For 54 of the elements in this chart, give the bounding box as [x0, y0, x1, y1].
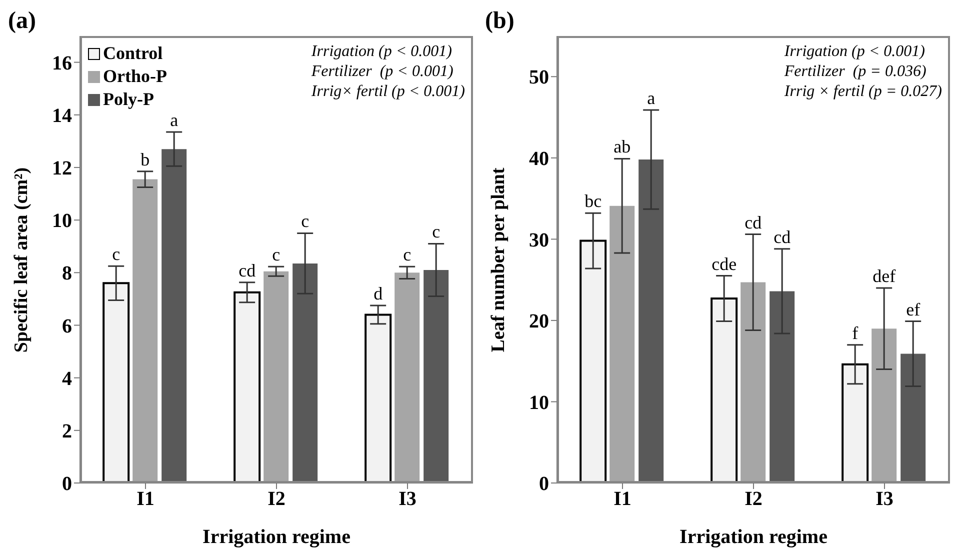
y-axis-title: Specific leaf area (cm²) — [11, 166, 33, 352]
x-tick-label: I1 — [614, 488, 632, 510]
x-tick-label: I2 — [744, 488, 762, 510]
y-tick-label: 8 — [62, 262, 72, 285]
annotation: Irrigation (p < 0.001) — [784, 42, 926, 62]
annotation: Fertilizer (p = 0.036) — [784, 62, 928, 82]
data-label: c — [272, 244, 280, 265]
x-tick-label: I1 — [136, 488, 154, 510]
y-tick-label: 10 — [52, 210, 72, 232]
y-tick-label: 12 — [52, 158, 72, 180]
y-axis-title: Leaf number per plant — [488, 167, 510, 352]
x-tick-label: I3 — [876, 488, 894, 510]
x-tick-label: I2 — [268, 488, 286, 510]
y-tick-label: 0 — [539, 473, 549, 496]
data-label: ef — [906, 299, 920, 320]
annotation: Fertilizer (p < 0.001) — [311, 62, 454, 82]
y-tick-label: 20 — [529, 310, 549, 333]
data-label: cd — [238, 260, 256, 280]
data-label: a — [170, 110, 178, 130]
data-label: c — [403, 244, 412, 265]
chart-title: (b) — [485, 8, 514, 35]
y-tick-label: 10 — [529, 392, 549, 414]
data-label: bc — [584, 191, 602, 212]
y-tick-label: 14 — [52, 104, 72, 127]
y-tick-label: 6 — [62, 315, 72, 338]
annotation: Irrig× fertil (p < 0.001) — [311, 82, 465, 102]
data-label: d — [374, 284, 383, 304]
data-label: c — [112, 244, 120, 264]
legend-label: Control — [103, 42, 163, 65]
data-label: def — [872, 266, 896, 286]
annotation: Irrig × fertil (p = 0.027) — [784, 82, 942, 102]
data-label: cde — [712, 254, 737, 274]
y-tick-label: 50 — [529, 66, 549, 89]
data-label: a — [647, 88, 656, 108]
data-label: cd — [774, 226, 791, 247]
y-tick-label: 2 — [62, 420, 72, 443]
data-label: cd — [744, 212, 762, 232]
data-label: c — [432, 222, 440, 242]
legend-label: Poly-P — [103, 88, 154, 111]
x-axis-title: Irrigation regime — [680, 526, 828, 548]
y-tick-label: 16 — [52, 52, 72, 74]
y-tick-label: 40 — [529, 148, 549, 170]
y-tick-label: 0 — [62, 473, 72, 496]
data-label: f — [852, 322, 858, 343]
legend-label: Ortho-P — [103, 65, 167, 88]
y-tick-label: 30 — [529, 229, 549, 252]
annotation: Irrigation (p < 0.001) — [311, 42, 453, 62]
data-label: b — [140, 149, 150, 170]
x-axis-title: Irrigation regime — [202, 526, 351, 548]
y-tick-label: 4 — [62, 368, 72, 390]
data-label: c — [301, 211, 310, 232]
x-tick-label: I3 — [398, 488, 416, 510]
chart-title: (a) — [8, 8, 36, 35]
data-label: ab — [614, 136, 631, 157]
